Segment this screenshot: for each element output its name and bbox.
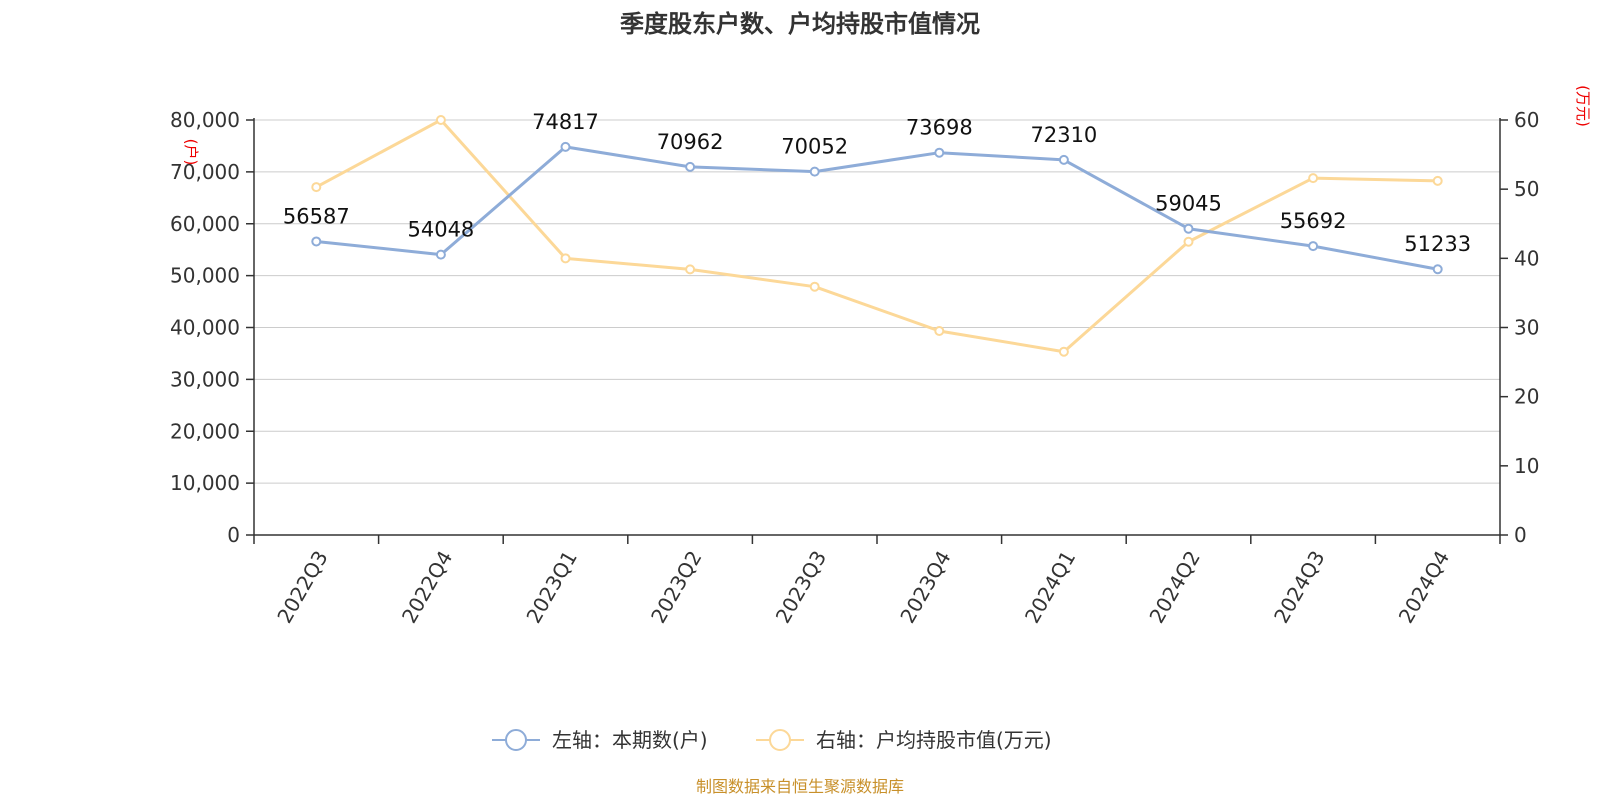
left-tick-label: 10,000 [170, 471, 240, 495]
legend-item-left[interactable]: 左轴：本期数(户) [492, 728, 708, 752]
right-tick-label: 60 [1514, 108, 1539, 132]
point-avg-value[interactable] [1432, 175, 1443, 186]
chart-title: 季度股东户数、户均持股市值情况 [620, 10, 980, 38]
point-shareholders[interactable] [685, 161, 696, 172]
x-tick-label: 2023Q4 [895, 547, 955, 628]
right-tick-label: 10 [1514, 454, 1539, 478]
point-avg-value[interactable] [1058, 346, 1069, 357]
right-tick-label: 30 [1514, 316, 1539, 340]
point-shareholders[interactable] [311, 236, 322, 247]
legend-marker-left [505, 729, 527, 751]
left-axis-unit: (户) [182, 139, 200, 166]
point-avg-value[interactable] [1308, 173, 1319, 184]
x-tick-label: 2024Q1 [1020, 547, 1080, 628]
data-labels: 56587 54048 74817 70962 70052 73698 72310 59045… [283, 110, 1471, 256]
data-label: 56587 [283, 204, 350, 228]
data-label: 51233 [1404, 232, 1471, 256]
left-tick-label: 40,000 [170, 316, 240, 340]
left-tick-label: 80,000 [170, 108, 240, 132]
point-avg-value[interactable] [435, 115, 446, 125]
legend-label-right: 右轴：户均持股市值(万元) [816, 728, 1052, 752]
x-tick-label: 2023Q3 [771, 547, 831, 628]
source-note: 制图数据来自恒生聚源数据库 [696, 777, 904, 796]
right-tick-label: 40 [1514, 246, 1539, 270]
right-tick-label: 50 [1514, 177, 1539, 201]
point-avg-value[interactable] [311, 182, 322, 193]
x-tick-label: 2024Q4 [1394, 547, 1454, 628]
point-shareholders[interactable] [1432, 264, 1443, 275]
legend[interactable]: 左轴：本期数(户) 右轴：户均持股市值(万元) [492, 728, 1052, 752]
left-axis-ticks: 0 10,000 20,000 30,000 40,000 50,000 60,000 70,… [170, 108, 254, 547]
data-label: 55692 [1280, 209, 1347, 233]
point-avg-value[interactable] [685, 264, 696, 275]
x-tick-label: 2024Q2 [1144, 547, 1204, 628]
left-tick-label: 30,000 [170, 367, 240, 391]
point-avg-value[interactable] [1183, 236, 1194, 247]
point-shareholders[interactable] [1308, 241, 1319, 252]
x-tick-label: 2023Q2 [646, 547, 706, 628]
x-tick-label: 2023Q1 [521, 547, 581, 628]
point-shareholders[interactable] [934, 147, 945, 158]
right-tick-label: 20 [1514, 385, 1539, 409]
series-layer [311, 115, 1443, 357]
data-label: 54048 [407, 218, 474, 242]
data-label: 74817 [532, 110, 599, 134]
point-avg-value[interactable] [809, 281, 820, 292]
point-shareholders[interactable] [560, 141, 571, 152]
left-tick-label: 20,000 [170, 419, 240, 443]
right-axis-ticks: 0 10 20 30 40 50 60 [1500, 108, 1539, 547]
point-shareholders[interactable] [809, 166, 820, 177]
legend-item-right[interactable]: 右轴：户均持股市值(万元) [756, 728, 1052, 752]
x-tick-label: 2024Q3 [1269, 547, 1329, 628]
left-tick-label: 70,000 [170, 160, 240, 184]
point-avg-value[interactable] [934, 325, 945, 336]
point-shareholders[interactable] [435, 249, 446, 260]
right-axis-unit: (万元) [1574, 85, 1592, 127]
legend-marker-right [769, 729, 791, 751]
point-avg-value[interactable] [560, 253, 571, 264]
x-tick-label: 2022Q3 [272, 547, 332, 628]
data-label: 59045 [1155, 192, 1222, 216]
grid-lines [254, 119, 1500, 484]
right-tick-label: 0 [1514, 523, 1527, 547]
series-line-avg-value [315, 118, 1438, 354]
legend-label-left: 左轴：本期数(户) [552, 728, 708, 752]
left-tick-label: 50,000 [170, 264, 240, 288]
point-shareholders[interactable] [1058, 154, 1069, 165]
left-tick-label: 60,000 [170, 212, 240, 236]
x-axis-ticks: 2022Q3 2022Q4 2023Q1 2023Q2 2023Q3 2023Q4 2024… [253, 535, 1501, 628]
left-tick-label: 0 [227, 523, 240, 547]
data-label: 73698 [906, 116, 973, 140]
series-line-shareholders [316, 145, 1438, 271]
point-shareholders[interactable] [1183, 223, 1194, 234]
data-label: 72310 [1030, 123, 1097, 147]
x-tick-label: 2022Q4 [397, 547, 457, 628]
data-label: 70962 [657, 130, 724, 154]
data-label: 70052 [781, 135, 848, 159]
